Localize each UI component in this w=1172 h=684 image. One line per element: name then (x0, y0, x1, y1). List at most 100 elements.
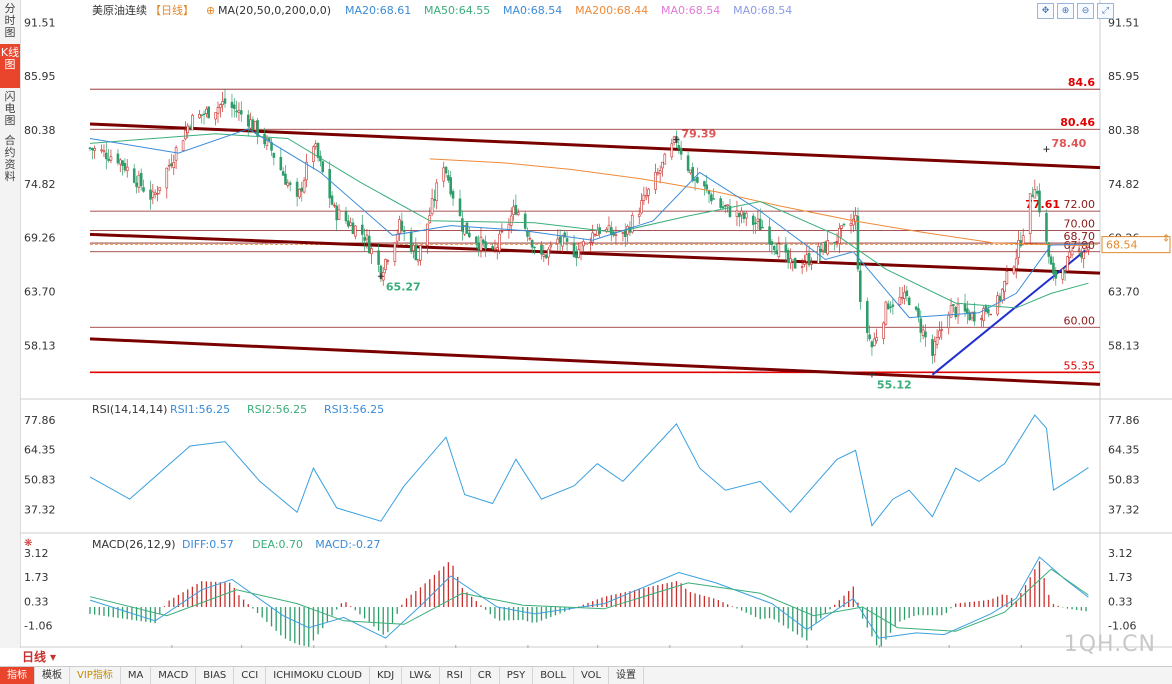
move-icon[interactable]: ✥ (1037, 3, 1054, 19)
toolbar-item-10[interactable]: RSI (440, 667, 471, 684)
toolbar-item-13[interactable]: BOLL (533, 667, 574, 684)
candle (523, 213, 527, 229)
zoom-in-icon[interactable]: ⊕ (1057, 3, 1074, 19)
candle (947, 315, 951, 329)
candle (1021, 235, 1025, 245)
level-label: 60.00 (1064, 314, 1096, 327)
sidebar-tab-3[interactable]: 合约资料 (4, 134, 16, 183)
candle (116, 153, 120, 164)
candle (954, 306, 958, 318)
candle (919, 318, 923, 333)
expand-icon[interactable]: ⤢ (1097, 3, 1114, 19)
macd-right-tick-label: -1.06 (1108, 619, 1136, 632)
candle (647, 188, 650, 196)
candle (363, 237, 366, 241)
candle (333, 204, 336, 207)
toolbar-item-15[interactable]: 设置 (609, 667, 645, 684)
ma50-line (89, 133, 1089, 309)
candle (188, 126, 192, 129)
level-label: 80.46 (1060, 116, 1095, 129)
toolbar-item-4[interactable]: MACD (151, 667, 197, 684)
candle (461, 218, 464, 232)
sidebar: 分时图 K线图闪电图合约资料 (0, 0, 21, 648)
candle (677, 145, 681, 149)
candle (416, 258, 420, 262)
price-left-tick-label: 85.95 (24, 70, 56, 83)
toolbar-item-8[interactable]: KDJ (370, 667, 403, 684)
candle (963, 303, 967, 312)
candle (793, 258, 797, 269)
candle (852, 218, 855, 226)
candle (412, 244, 415, 251)
candle (302, 180, 306, 193)
macd-left-tick-label: 1.73 (24, 571, 49, 584)
candle (1035, 191, 1039, 194)
candle (642, 194, 646, 201)
candle (805, 254, 809, 262)
macd-diff-line (89, 556, 1089, 639)
toolbar-item-3[interactable]: MA (121, 667, 152, 684)
toolbar-item-11[interactable]: CR (471, 667, 500, 684)
symbol-name: 美原油连续 (92, 3, 147, 17)
trendline-middle-channel (89, 232, 1101, 275)
candles (88, 89, 1090, 364)
candle (610, 227, 613, 235)
candle (347, 220, 350, 227)
candle (305, 161, 308, 181)
candle (121, 160, 124, 166)
rsi-right-tick-label: 50.83 (1108, 474, 1140, 487)
toolbar-item-0[interactable]: 指标 (0, 667, 35, 684)
candle (768, 226, 771, 245)
toolbar-item-14[interactable]: VOL (574, 667, 610, 684)
zoom-out-icon[interactable]: ⊖ (1077, 3, 1094, 19)
candle (935, 337, 939, 345)
price-right-tick-label: 58.13 (1108, 339, 1140, 352)
macd-histogram (89, 561, 1087, 647)
candle (125, 166, 129, 171)
candle (132, 168, 136, 183)
macd-left-tick-label: 3.12 (24, 547, 49, 560)
toolbar-item-1[interactable]: 模板 (35, 667, 70, 684)
rsi-left-tick-label: 77.86 (24, 414, 56, 427)
toolbar-item-9[interactable]: LW& (402, 667, 440, 684)
candle (316, 143, 320, 158)
candle (1017, 240, 1020, 258)
candle (1084, 247, 1088, 252)
sidebar-tab-1[interactable]: K线图 (0, 44, 20, 88)
candle (151, 191, 155, 198)
candle (884, 301, 888, 325)
toolbar-item-6[interactable]: CCI (234, 667, 267, 684)
toolbar-item-7[interactable]: ICHIMOKU CLOUD (266, 667, 370, 684)
candle (449, 177, 453, 195)
ma-value-3: MA200:68.44 (575, 4, 648, 17)
candle (400, 220, 404, 231)
candle (542, 254, 546, 257)
macd-title: MACD(26,12,9) (92, 538, 176, 551)
candle (267, 138, 271, 142)
toolbar-item-2[interactable]: VIP指标 (70, 667, 121, 684)
candle (202, 113, 206, 116)
candle (198, 113, 201, 119)
candle (444, 166, 448, 174)
toolbar-item-5[interactable]: BIAS (196, 667, 235, 684)
price-right-tick-label: 91.51 (1108, 16, 1140, 29)
candle (558, 236, 562, 244)
candle (940, 329, 944, 331)
candle (509, 215, 513, 226)
sidebar-tab-0[interactable]: 分时图 (4, 2, 16, 39)
candle (514, 204, 518, 215)
candle (135, 182, 138, 187)
candle (891, 304, 895, 307)
candle (491, 246, 494, 249)
candle (824, 241, 827, 253)
price-right-tick-label: 80.38 (1108, 124, 1140, 137)
candle (917, 308, 920, 318)
trendline-upper-channel (89, 122, 1101, 170)
sidebar-tab-2[interactable]: 闪电图 (4, 90, 16, 127)
period-selector[interactable]: 日线 ▾ (22, 649, 74, 665)
candle (640, 200, 643, 214)
toolbar-item-12[interactable]: PSY (500, 667, 534, 684)
candle (365, 234, 369, 240)
candle (710, 194, 713, 202)
candle (165, 167, 169, 189)
